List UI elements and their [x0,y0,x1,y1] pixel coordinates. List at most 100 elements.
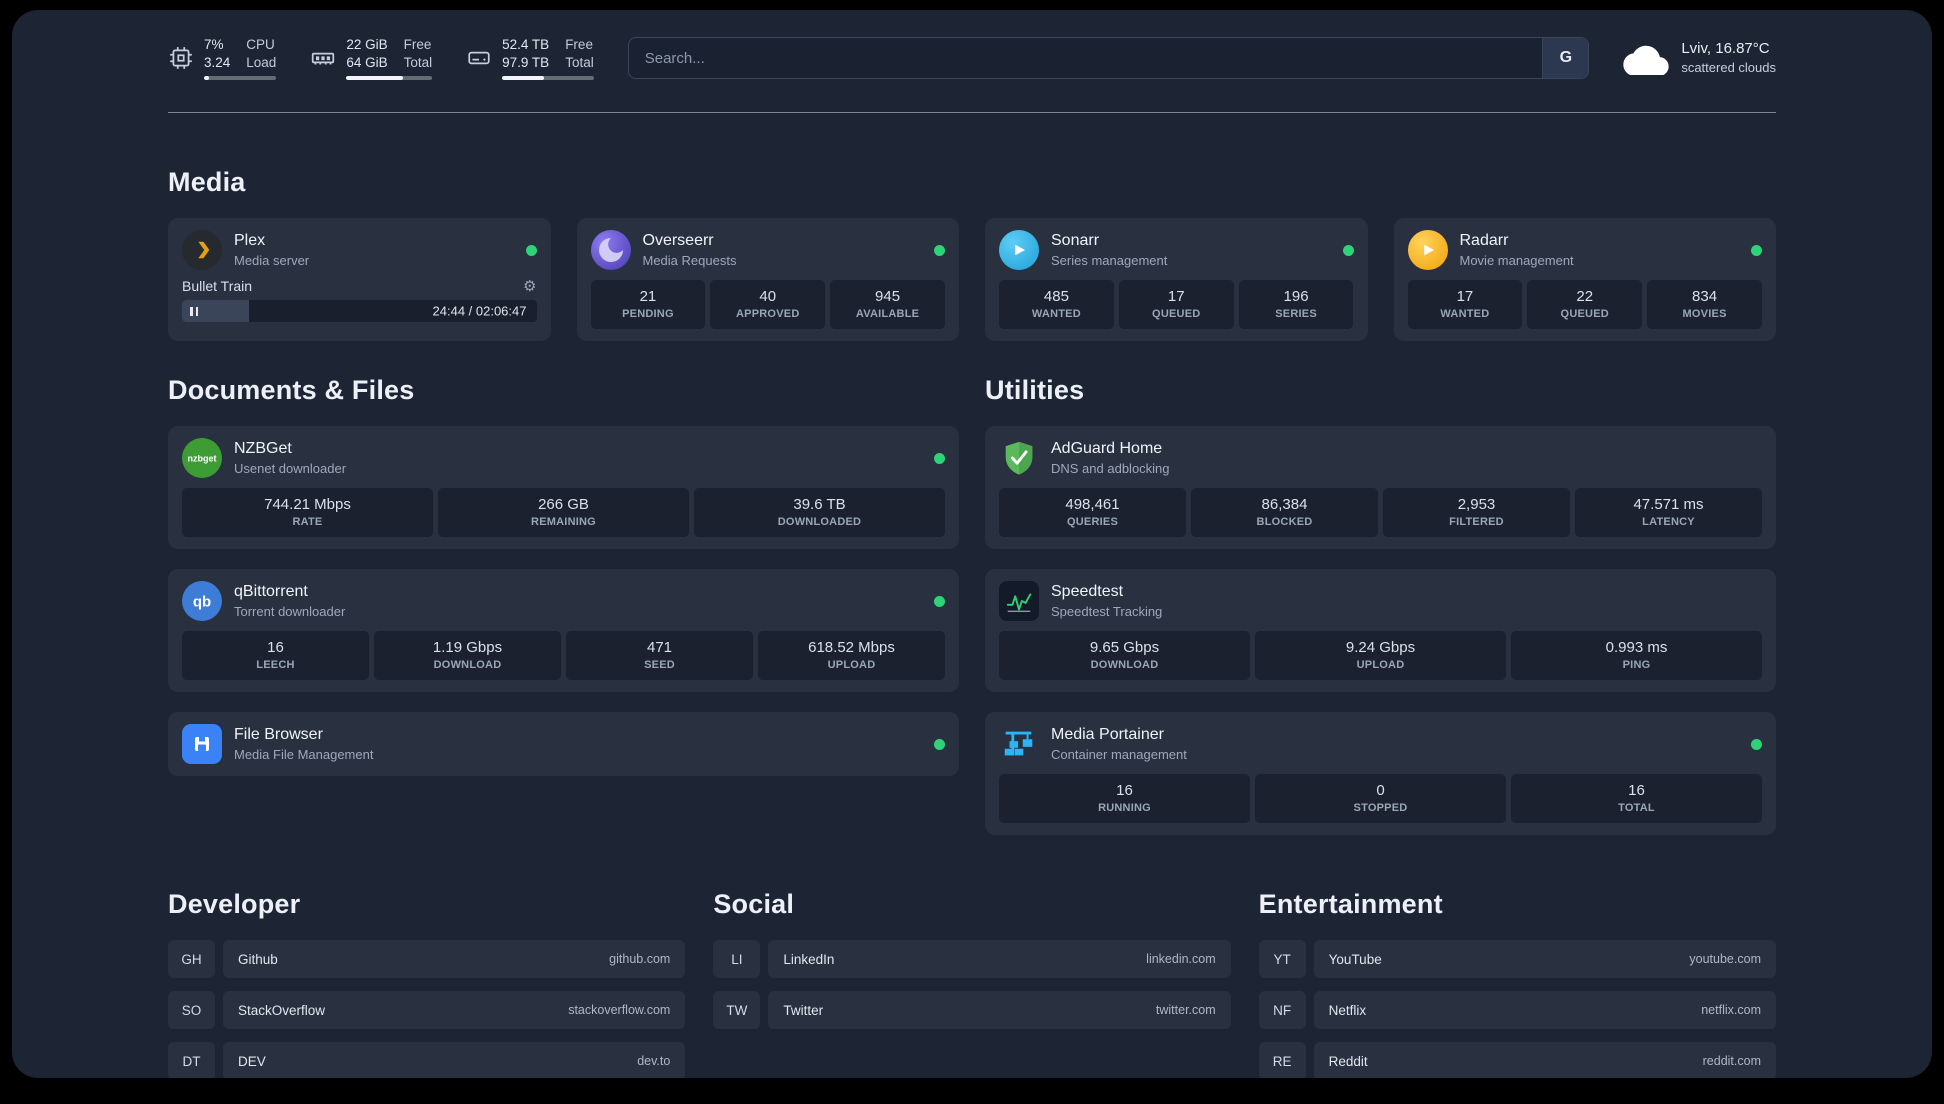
bookmark-abbr: RE [1258,1042,1306,1078]
section-title-developer: Developer [168,889,301,920]
stat-stopped: 0 STOPPED [1255,774,1506,824]
cpu-icon [168,45,194,71]
service-title: Plex [234,232,266,250]
service-subtitle: Usenet downloader [234,461,347,477]
bookmark-netflix[interactable]: NF Netflix netflix.com [1258,991,1776,1030]
memory-free-value: 22 GiB [346,37,388,52]
service-title: Speedtest [1051,583,1124,601]
playback-time: 24:44 / 02:06:47 [432,303,527,319]
resource-memory: 22 GiB 64 GiB Free Total [310,36,433,81]
service-card-adguard[interactable]: AdGuard Home DNS and adblocking 498,461 … [985,426,1776,550]
status-dot [934,738,945,750]
stat-wanted: 485 WANTED [999,280,1114,330]
bookmark-name: LinkedIn [783,951,835,967]
service-card-sonarr[interactable]: Sonarr Series management 485 WANTED 17 Q… [985,218,1368,342]
bookmark-name: Twitter [783,1002,824,1018]
bookmark-url: reddit.com [1702,1054,1761,1069]
bookmark-name: DEV [238,1053,266,1069]
pause-icon[interactable] [190,306,198,316]
stat-available: 945 AVAILABLE [830,280,945,330]
memory-icon [310,45,336,71]
gear-icon[interactable]: ⚙ [523,277,537,295]
stat-ping: 0.993 ms PING [1511,631,1762,681]
stat-remaining: 266 GB REMAINING [438,488,689,538]
radarr-icon [1407,230,1448,271]
bookmark-github[interactable]: GH Github github.com [168,940,686,979]
stat-download: 9.65 Gbps DOWNLOAD [999,631,1250,681]
disk-total-value: 97.9 TB [502,54,550,70]
service-title: AdGuard Home [1051,440,1163,458]
service-title: NZBGet [234,440,292,458]
resource-cpu: 7% 3.24 CPU Load [168,36,277,81]
service-card-nzbget[interactable]: nzbget NZBGet Usenet downloader 744.21 M… [168,426,959,550]
service-card-overseerr[interactable]: Overseerr Media Requests 21 PENDING 40 A… [576,218,959,342]
nzbget-icon: nzbget [182,438,222,479]
service-card-filebrowser[interactable]: File Browser Media File Management [168,712,959,777]
section-utilities: Utilities AdGuard Home [985,375,1776,836]
disk-progress-bar [502,76,594,81]
stat-blocked: 86,384 BLOCKED [1191,488,1378,538]
status-dot [934,244,945,256]
qbittorrent-icon: qb [182,581,222,622]
bookmark-twitter[interactable]: TW Twitter twitter.com [713,991,1231,1030]
stat-pending: 21 PENDING [590,280,706,330]
service-card-qbittorrent[interactable]: qb qBittorrent Torrent downloader 16 LEE… [168,569,959,693]
status-dot [1342,244,1354,256]
service-card-portainer[interactable]: Media Portainer Container management 16 … [985,712,1776,836]
bookmark-reddit[interactable]: RE Reddit reddit.com [1258,1042,1776,1078]
status-dot [525,244,537,256]
stat-wanted: 17 WANTED [1407,280,1523,330]
bookmark-url: stackoverflow.com [568,1003,671,1018]
section-documents: Documents & Files nzbget NZBGet Usenet d… [168,375,959,835]
bookmark-abbr: SO [168,991,215,1030]
filebrowser-icon [182,724,222,765]
stat-upload: 9.24 Gbps UPLOAD [1255,631,1506,681]
resource-widgets: 7% 3.24 CPU Load [168,36,594,81]
bookmark-youtube[interactable]: YT YouTube youtube.com [1258,940,1776,979]
search-input[interactable] [628,38,1543,79]
memory-total-value: 64 GiB [346,54,388,70]
portainer-icon [999,724,1039,764]
search-provider-button[interactable]: G [1542,38,1589,79]
service-card-plex[interactable]: Plex Media server Bullet Train ⚙ [168,218,551,342]
stat-rate: 744.21 Mbps RATE [182,488,433,538]
service-subtitle: Media Requests [642,253,737,269]
bookmark-dev[interactable]: DT DEV dev.to [168,1042,686,1078]
status-dot [1751,738,1762,750]
bookmark-url: dev.to [637,1054,671,1069]
cpu-load-label: Load [246,54,277,70]
cpu-usage-value: 7% [204,37,224,52]
stat-movies: 834 MOVIES [1647,280,1762,330]
sonarr-icon [999,230,1039,271]
bookmark-linkedin[interactable]: LI LinkedIn linkedin.com [713,940,1231,979]
service-title: Radarr [1459,232,1509,250]
bookmark-url: github.com [609,952,671,967]
bookmark-abbr: DT [168,1042,215,1078]
status-dot [1751,244,1762,256]
service-title: Overseerr [642,232,714,250]
bookmark-abbr: LI [713,940,761,979]
bookmark-url: twitter.com [1155,1003,1216,1018]
stat-seed: 471 SEED [566,631,753,681]
service-subtitle: Container management [1051,747,1187,763]
service-subtitle: Movie management [1459,253,1574,269]
section-title-documents: Documents & Files [168,375,415,406]
stat-leech: 16 LEECH [182,631,369,681]
svg-text:qb: qb [193,594,211,611]
stat-series: 196 SERIES [1238,280,1354,330]
topbar: 7% 3.24 CPU Load [168,36,1776,81]
bookmark-stackoverflow[interactable]: SO StackOverflow stackoverflow.com [168,991,686,1030]
service-card-radarr[interactable]: Radarr Movie management 17 WANTED 22 QUE… [1393,218,1776,342]
status-dot [934,452,945,464]
section-title-social: Social [713,889,795,920]
overseerr-icon [590,230,631,271]
service-title: File Browser [234,726,323,744]
stat-queued: 22 QUEUED [1527,280,1643,330]
disk-icon [466,45,492,71]
disk-free-label: Free [565,37,593,52]
svg-text:nzbget: nzbget [188,454,217,464]
adguard-icon [999,438,1039,478]
playback-progress-bar[interactable]: 24:44 / 02:06:47 [182,300,537,323]
section-social: Social LI LinkedIn linkedin.com TW Twitt… [713,889,1231,1078]
service-card-speedtest[interactable]: Speedtest Speedtest Tracking 9.65 Gbps D… [985,569,1776,693]
